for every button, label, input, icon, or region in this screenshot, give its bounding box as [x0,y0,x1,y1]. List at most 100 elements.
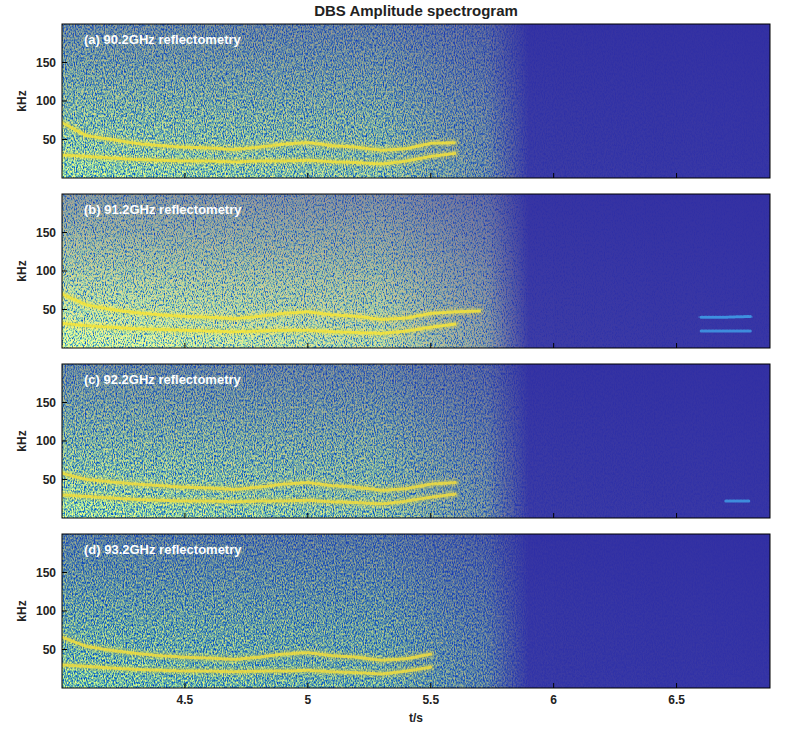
broadband-noise [62,364,770,518]
x-tick [553,343,554,348]
x-tick-label: 6.5 [668,693,685,707]
panel-title: (c) 92.2GHz reflectometry [84,372,242,387]
x-tick [676,513,677,518]
x-tick [553,513,554,518]
x-tick [184,683,185,688]
x-tick-label: 6 [550,693,557,707]
y-tick-label: 50 [43,303,57,317]
y-tick-label: 50 [43,133,57,147]
mode-band [62,123,455,151]
x-tick [676,343,677,348]
plot-area [62,194,770,348]
mode-band [62,153,455,164]
x-tick [307,173,308,178]
mode-band [62,637,431,660]
y-tick [62,232,67,233]
shade [62,534,770,688]
band-glow [726,498,751,505]
mode-band [62,473,455,490]
x-tick [184,513,185,518]
mode-band [726,500,751,503]
y-tick-label: 50 [43,473,57,487]
panel-title: (a) 90.2GHz reflectometry [84,32,242,47]
y-tick [62,479,67,480]
x-tick [553,683,554,688]
y-axis-title: kHz [15,600,29,621]
y-tick-label: 150 [36,56,56,70]
y-axis-title: kHz [15,260,29,281]
y-tick [62,271,67,272]
x-tick [553,173,554,178]
plot-area [62,534,770,688]
mode-band [701,315,750,319]
plot-area [62,364,770,518]
x-tick [430,683,431,688]
y-tick [62,402,67,403]
band-glow [62,637,431,660]
y-tick-label: 150 [36,226,56,240]
shade [62,194,770,348]
frame [62,194,770,348]
y-tick [62,139,67,140]
y-axis-title: kHz [15,90,29,111]
x-tick [430,343,431,348]
mode-band [62,494,455,504]
x-tick [184,343,185,348]
broadband-noise [62,534,770,688]
x-tick-label: 4.5 [177,693,194,707]
y-tick [62,62,67,63]
band-glow [62,665,431,674]
x-tick [307,513,308,518]
x-tick [430,173,431,178]
y-tick-label: 150 [36,396,56,410]
panel-title: (b) 91.2GHz reflectometry [84,202,242,217]
shade [62,364,770,518]
frame [62,364,770,518]
y-tick-label: 50 [43,643,57,657]
mode-band [62,294,480,319]
y-tick-label: 100 [36,94,56,108]
y-tick [62,101,67,102]
band-glow [62,494,455,504]
y-tick-label: 150 [36,566,56,580]
band-glow [701,328,750,335]
y-tick [62,611,67,612]
x-tick [676,173,677,178]
y-tick [62,649,67,650]
panel-title: (d) 93.2GHz reflectometry [84,542,242,557]
y-tick-label: 100 [36,604,56,618]
mode-band [701,330,750,333]
background [62,364,770,518]
band-glow [62,473,455,490]
mode-band [62,665,431,674]
y-tick [62,441,67,442]
x-tick-label: 5.5 [422,693,439,707]
band-glow [701,313,750,321]
band-glow [62,294,480,319]
frame [62,24,770,178]
shade [62,24,770,178]
band-glow [62,153,455,164]
broadband-noise [62,194,770,348]
frame [62,534,770,688]
y-tick-label: 100 [36,264,56,278]
broadband-noise [62,24,770,178]
y-axis-title: kHz [15,430,29,451]
y-tick [62,309,67,310]
y-tick [62,572,67,573]
x-tick [307,343,308,348]
x-tick [184,173,185,178]
x-tick [307,683,308,688]
figure: DBS Amplitude spectrogram 50 100 150 kHz (a) … [0,0,792,738]
figure-title: DBS Amplitude spectrogram [314,2,518,19]
x-tick-label: 5 [304,693,311,707]
x-axis-title: t/s [409,711,423,725]
band-glow [62,323,455,333]
x-tick [676,683,677,688]
band-glow [62,123,455,151]
background [62,194,770,348]
background [62,534,770,688]
plot-area [62,24,770,178]
background [62,24,770,178]
mode-band [62,323,455,333]
